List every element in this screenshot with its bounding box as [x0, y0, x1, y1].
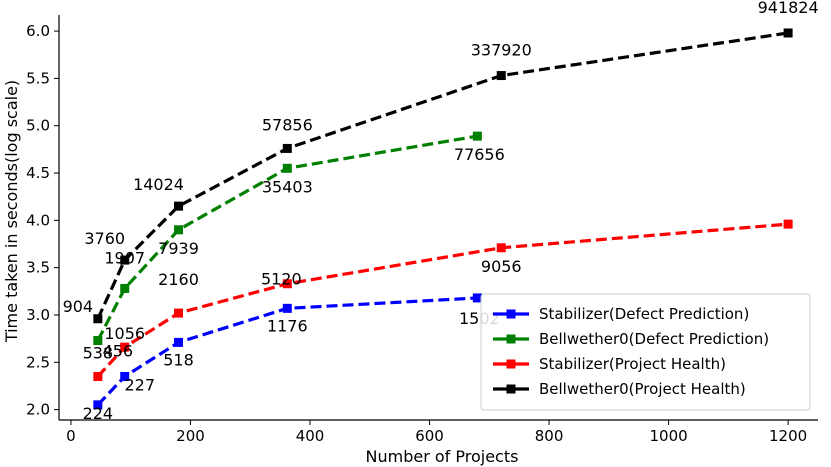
data-point-marker: [472, 293, 482, 303]
data-label: 227: [124, 375, 155, 394]
x-tick-label: 1000: [649, 427, 687, 445]
series-line: [96, 222, 789, 378]
data-point-marker: [120, 255, 130, 265]
y-tick-label: 5.5: [26, 69, 50, 87]
series-line: [96, 31, 789, 320]
legend-swatch-marker: [506, 309, 516, 319]
data-point-marker: [496, 71, 506, 81]
data-label: 1907: [104, 248, 145, 267]
data-label: 2160: [158, 270, 199, 289]
legend-label: Bellwether0(Project Health): [539, 380, 746, 398]
data-point-marker: [472, 131, 482, 141]
data-label: 1056: [104, 324, 145, 343]
legend-swatch-marker: [506, 334, 516, 344]
data-point-marker: [282, 143, 292, 153]
data-label: 7939: [158, 239, 199, 258]
data-label: 14024: [133, 175, 184, 194]
y-tick-label: 3.5: [26, 259, 50, 277]
x-tick-label: 800: [535, 427, 564, 445]
data-point-marker: [120, 283, 130, 293]
y-axis-label: Time taken in seconds(log scale): [2, 80, 21, 343]
data-label: 518: [163, 350, 194, 369]
x-tick-label: 200: [176, 427, 205, 445]
axes: 0 200 400 600 800 1000 1200 2.0 2.5 3.0 3.5 4.0 4.5 5…: [26, 15, 818, 445]
data-point-marker: [174, 201, 184, 211]
data-label: 1176: [267, 316, 308, 335]
data-label: 57856: [262, 115, 313, 134]
data-point-marker: [174, 225, 184, 235]
y-tick-label: 4.0: [26, 211, 50, 229]
x-tick-label: 1200: [769, 427, 807, 445]
legend-swatch-marker: [506, 359, 516, 369]
data-point-marker: [120, 342, 130, 352]
data-point-marker: [282, 163, 292, 173]
data-label: 3760: [84, 229, 125, 248]
data-label: 538: [83, 344, 114, 363]
series-layer: [93, 28, 793, 410]
legend-label: Stabilizer(Defect Prediction): [539, 305, 749, 323]
data-point-marker: [174, 308, 184, 318]
data-point-marker: [783, 219, 793, 229]
y-tick-label: 4.5: [26, 164, 50, 182]
y-tick-label: 5.0: [26, 117, 50, 135]
data-label: 941824: [758, 0, 819, 17]
data-label: 904: [63, 297, 94, 316]
data-point-marker: [174, 337, 184, 347]
x-tick-label: 600: [415, 427, 444, 445]
data-point-marker: [93, 314, 103, 324]
data-label: 35403: [262, 177, 313, 196]
data-label: 5120: [261, 270, 302, 289]
y-tick-label: 2.0: [26, 401, 50, 419]
legend: Stabilizer(Defect Prediction) Bellwether0…: [480, 293, 811, 411]
data-point-marker: [120, 371, 130, 381]
data-point-marker: [783, 28, 793, 38]
data-label: 337920: [471, 41, 532, 60]
data-label: 224: [83, 404, 114, 423]
legend-swatch-marker: [506, 384, 516, 394]
data-point-marker: [282, 279, 292, 289]
x-tick-label: 400: [296, 427, 325, 445]
data-label: 77656: [454, 145, 505, 164]
y-tick-label: 2.5: [26, 353, 50, 371]
x-axis-label: Number of Projects: [366, 447, 519, 466]
data-point-marker: [93, 371, 103, 381]
legend-label: Bellwether0(Defect Prediction): [539, 330, 769, 348]
data-point-marker: [282, 303, 292, 313]
data-label: 456: [103, 341, 134, 360]
legend-box: [480, 293, 811, 411]
data-point-marker: [93, 336, 103, 346]
data-label: 9056: [481, 257, 522, 276]
y-tick-label: 3.0: [26, 306, 50, 324]
y-tick-label: 6.0: [26, 22, 50, 40]
data-point-marker: [496, 243, 506, 253]
data-point-marker: [93, 400, 103, 410]
legend-label: Stabilizer(Project Health): [539, 355, 726, 373]
x-tick-label: 0: [66, 427, 76, 445]
